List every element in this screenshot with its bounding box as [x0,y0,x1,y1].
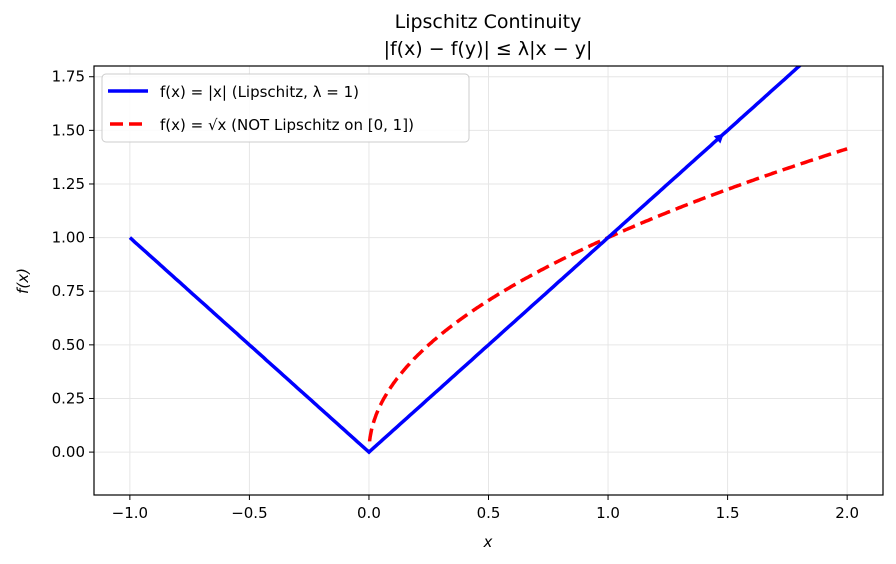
x-tick-label: 1.0 [596,504,620,522]
y-tick-label: 0.50 [52,336,85,354]
legend-label-sqrt: f(x) = √x (NOT Lipschitz on [0, 1]) [160,116,414,134]
chart-title-line2: |f(x) − f(y)| ≤ λ|x − y| [384,38,593,60]
y-tick-label: 1.50 [52,121,85,139]
y-tick-label: 0.25 [52,389,85,407]
x-tick-label: −0.5 [231,504,267,522]
y-axis-ticks: 0.00 0.25 0.50 0.75 1.00 1.25 1.50 1.75 [52,68,94,461]
abs-series-line [128,66,802,455]
sqrt-series-line [367,147,848,442]
arrowhead-icon [713,133,724,144]
x-tick-label: 1.5 [716,504,740,522]
y-tick-label: 1.75 [52,68,85,86]
y-tick-label: 0.00 [52,443,85,461]
x-tick-label: −1.0 [112,504,148,522]
y-tick-label: 1.25 [52,175,85,193]
x-tick-label: 2.0 [835,504,859,522]
legend: f(x) = |x| (Lipschitz, λ = 1) f(x) = √x … [101,73,470,143]
y-tick-label: 1.00 [52,229,85,247]
y-tick-label: 0.75 [52,282,85,300]
x-tick-label: 0.5 [477,504,501,522]
legend-box [101,73,470,143]
chart-title-line1: Lipschitz Continuity [395,11,582,33]
x-axis-label: x [483,533,493,551]
x-axis-ticks: −1.0 −0.5 0.0 0.5 1.0 1.5 2.0 [112,495,859,522]
x-tick-label: 0.0 [357,504,381,522]
legend-label-abs: f(x) = |x| (Lipschitz, λ = 1) [160,83,359,101]
y-axis-label: f(x) [14,268,32,294]
